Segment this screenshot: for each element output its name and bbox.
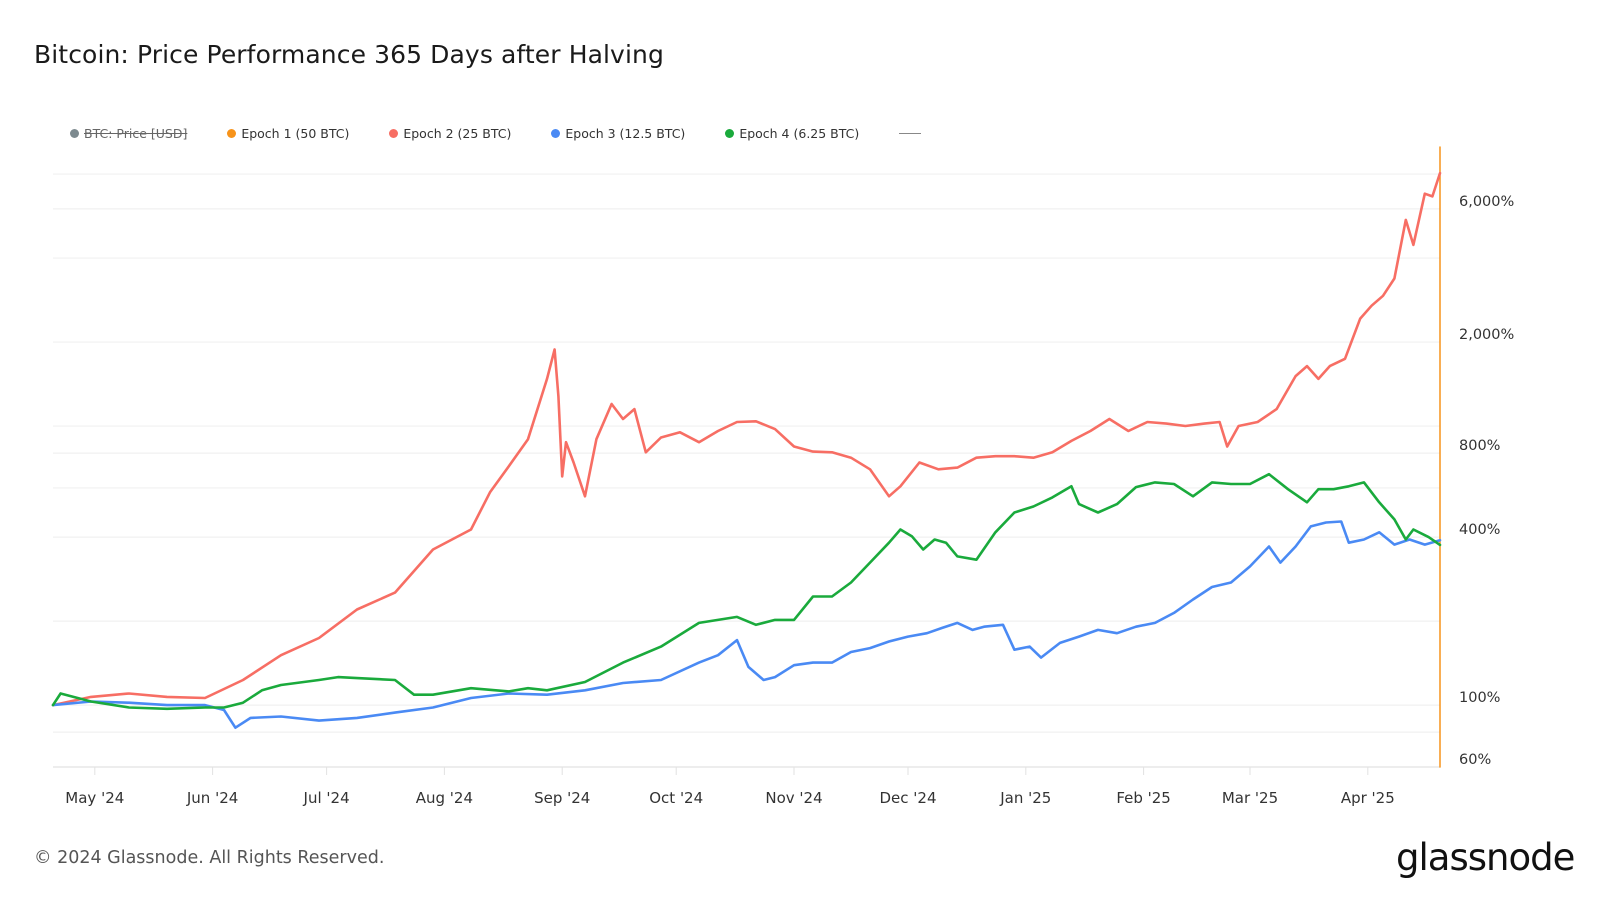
series-line-epoch-4 xyxy=(51,472,1442,711)
legend-dot xyxy=(227,128,237,138)
chart-title: Bitcoin: Price Performance 365 Days afte… xyxy=(34,40,664,69)
legend-dot xyxy=(389,128,399,138)
x-tick-label: Aug '24 xyxy=(416,789,473,807)
legend-label: Epoch 2 (25 BTC) xyxy=(403,125,512,141)
legend-item-epoch-3[interactable]: Epoch 3 (12.5 BTC) xyxy=(551,126,685,141)
line-icon xyxy=(899,133,922,134)
x-tick-label: Jan '25 xyxy=(999,789,1051,807)
legend-item-epoch-1[interactable]: Epoch 1 (50 BTC) xyxy=(227,126,349,141)
legend-item-epoch-2[interactable]: Epoch 2 (25 BTC) xyxy=(389,126,511,141)
legend-label: Epoch 4 (6.25 BTC) xyxy=(739,125,860,141)
y-axis: 6,000% 2,000% 800% 400% 100% 60% xyxy=(1459,194,1514,768)
legend-item-epoch-4[interactable]: Epoch 4 (6.25 BTC) xyxy=(725,126,859,141)
x-tick-label: Feb '25 xyxy=(1116,789,1171,807)
legend: BTC: Price [USD] Epoch 1 (50 BTC) Epoch … xyxy=(70,124,961,142)
y-tick-label: 100% xyxy=(1459,690,1500,706)
x-tick-label: Jun '24 xyxy=(186,789,238,807)
y-tick-label: 6,000% xyxy=(1459,194,1514,210)
legend-dot xyxy=(70,128,79,138)
x-tick-label: May '24 xyxy=(65,789,124,807)
legend-item-btc-price[interactable]: BTC: Price [USD] xyxy=(70,126,187,141)
x-tick-label: Jul '24 xyxy=(303,789,350,807)
glassnode-logo: glassnode xyxy=(1396,836,1575,879)
legend-label: Epoch 3 (12.5 BTC) xyxy=(565,125,686,141)
x-tick-label: Oct '24 xyxy=(649,789,703,807)
legend-dot xyxy=(725,128,735,138)
gridlines xyxy=(53,173,1440,768)
y-tick-label: 400% xyxy=(1459,522,1500,538)
series-line-epoch-3 xyxy=(51,520,1442,729)
legend-item-extra[interactable] xyxy=(899,132,922,134)
y-tick-label: 2,000% xyxy=(1459,327,1514,343)
series-line-epoch-2 xyxy=(51,171,1442,707)
x-axis: May '24 Jun '24 Jul '24 Aug '24 Sep '24 Oct '… xyxy=(65,767,1395,807)
x-tick-label: Dec '24 xyxy=(879,789,936,807)
y-tick-label: 60% xyxy=(1459,752,1491,768)
x-tick-label: Apr '25 xyxy=(1341,789,1395,807)
x-tick-label: Sep '24 xyxy=(534,789,590,807)
legend-dot xyxy=(551,128,561,138)
x-tick-label: Mar '25 xyxy=(1222,789,1278,807)
copyright-text: © 2024 Glassnode. All Rights Reserved. xyxy=(34,848,385,868)
y-tick-label: 800% xyxy=(1459,438,1500,454)
x-tick-label: Nov '24 xyxy=(765,789,822,807)
series-lines xyxy=(51,146,1442,768)
legend-label: Epoch 1 (50 BTC) xyxy=(241,125,350,141)
legend-label: BTC: Price [USD] xyxy=(84,125,188,141)
